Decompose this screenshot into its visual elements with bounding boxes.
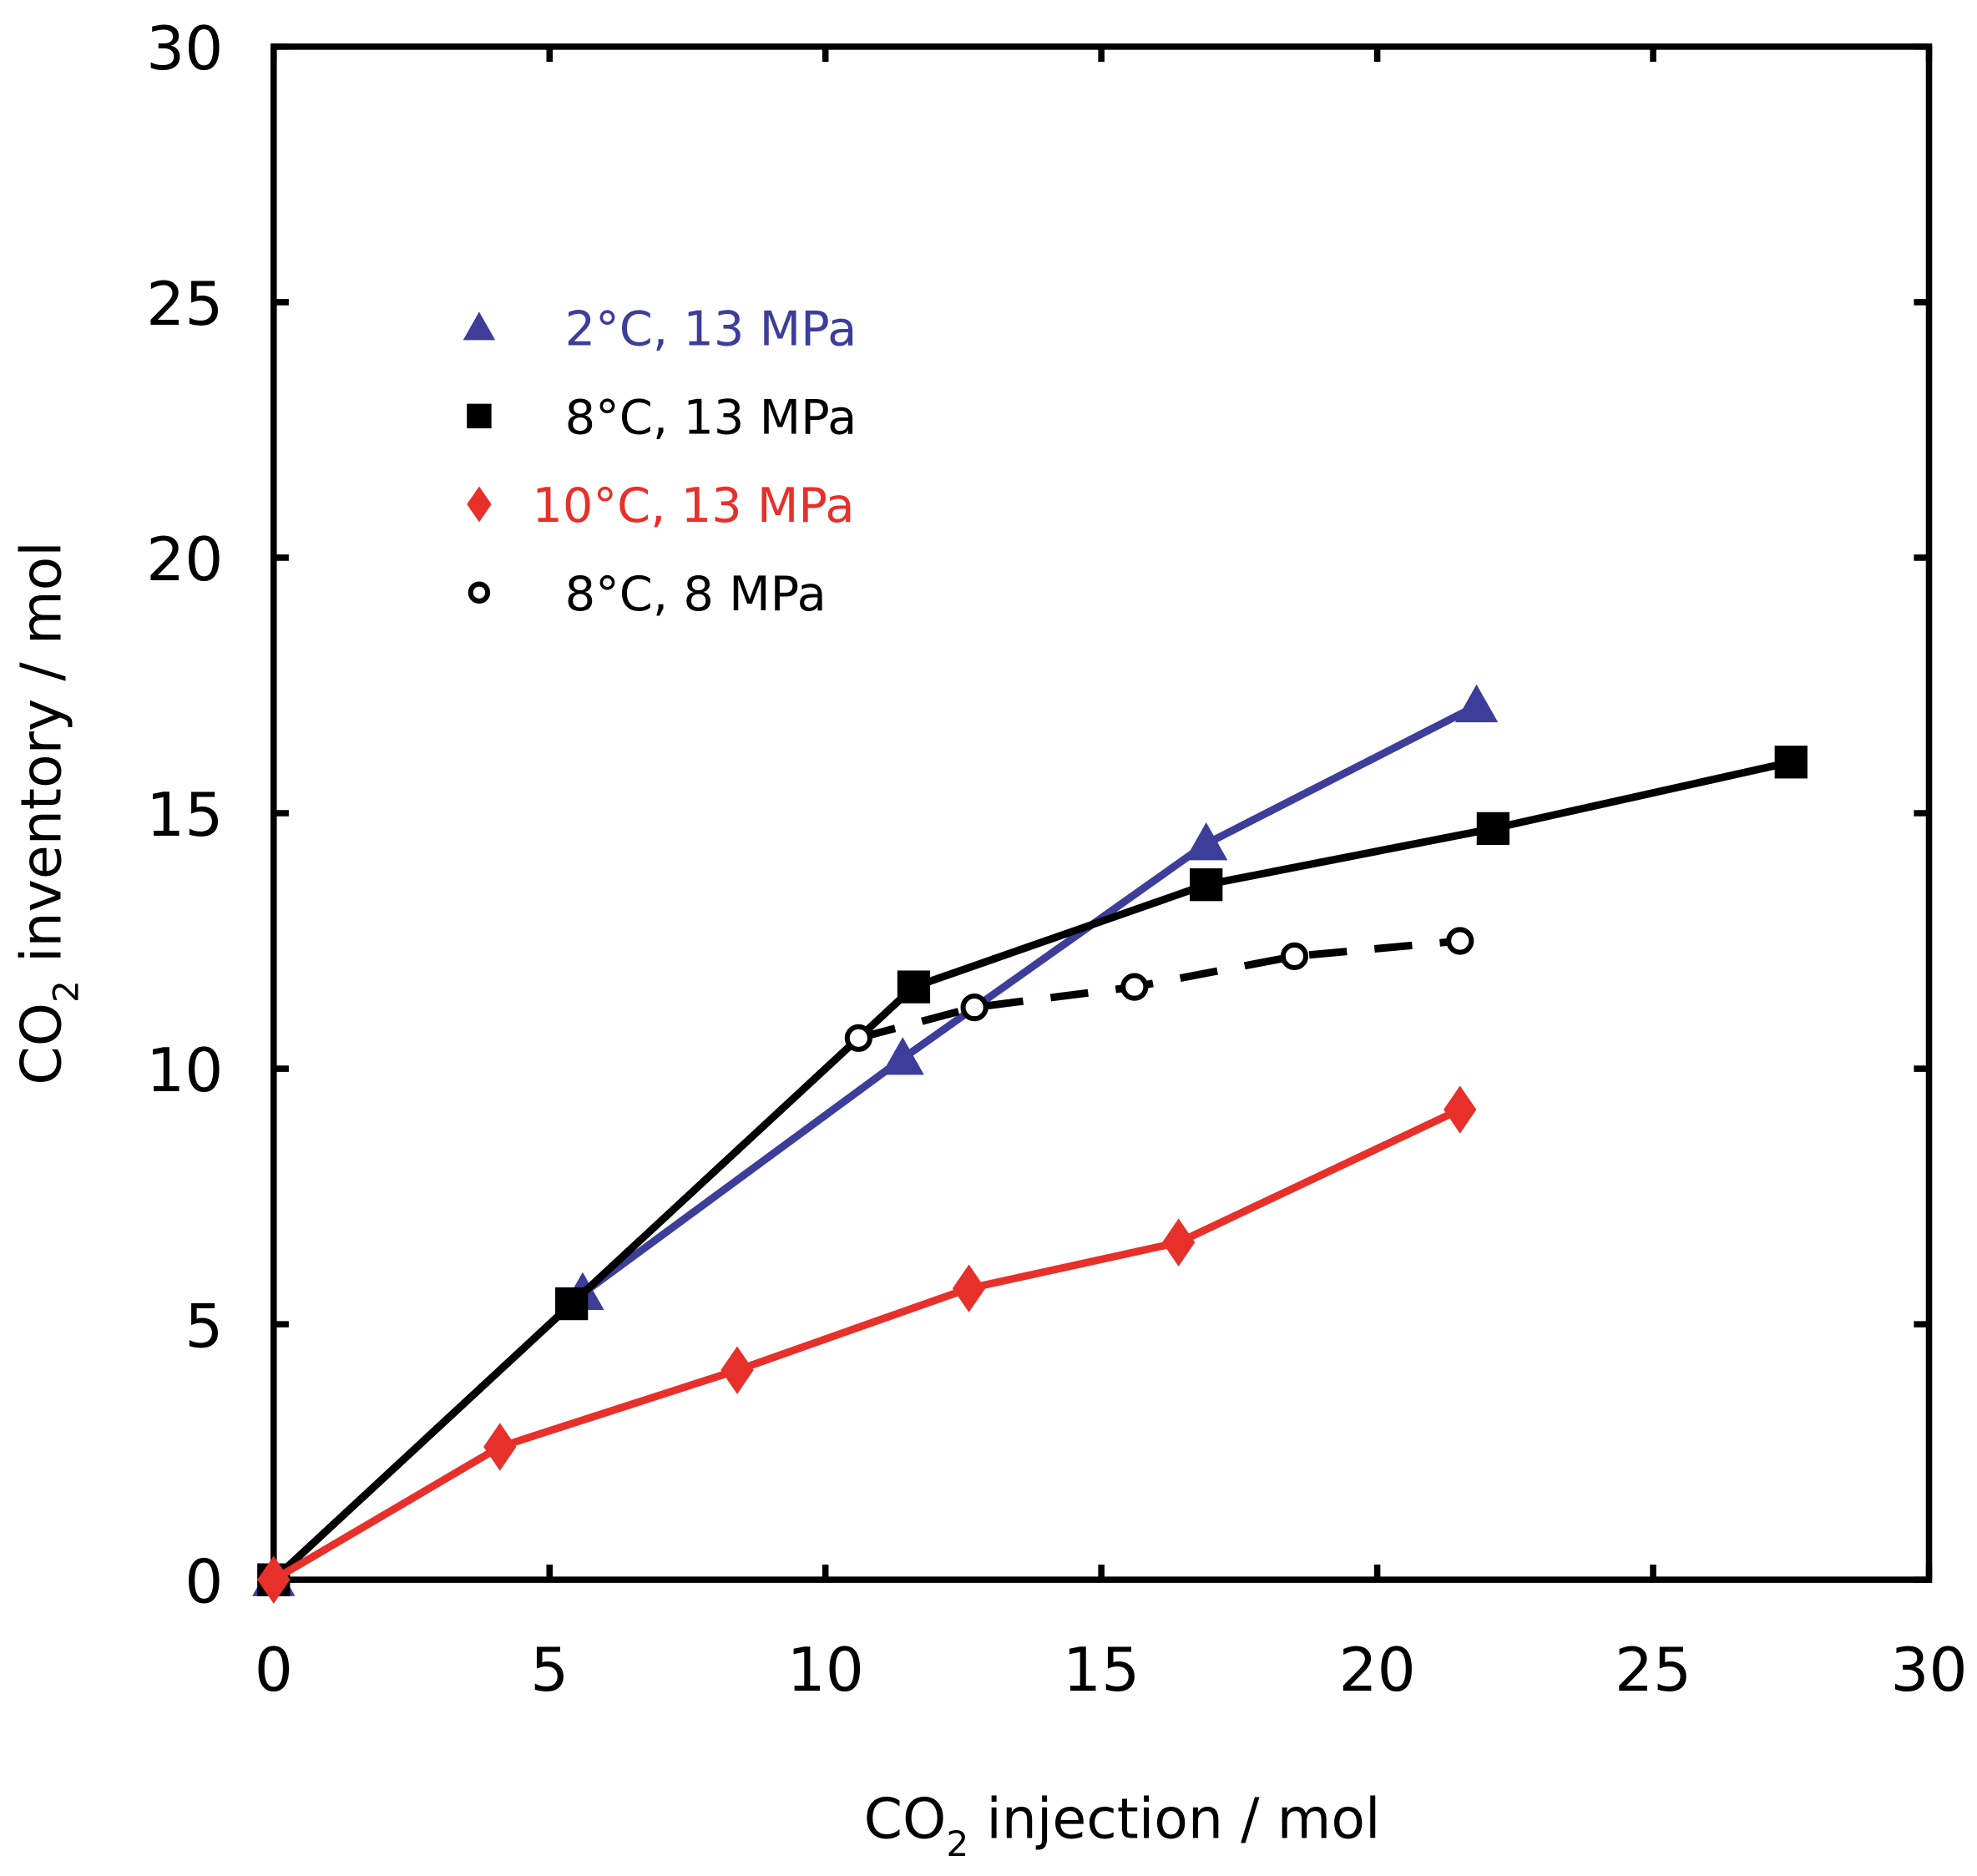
- x-label-rest: injection / mol: [968, 1787, 1380, 1852]
- series-line: [271, 1105, 1462, 1584]
- y-label-sub: 2: [46, 980, 87, 1003]
- legend-label: 8°C, 13 MPa: [565, 389, 857, 445]
- series-line: [271, 758, 1792, 1583]
- diamond-marker: [952, 1264, 986, 1312]
- y-tick-label: 25: [146, 270, 223, 340]
- y-axis-label: CO2 inventory / mol: [9, 541, 87, 1085]
- open-circle-marker: [960, 993, 988, 1022]
- y-tick-label: 0: [185, 1547, 223, 1617]
- diamond-marker: [1162, 1218, 1196, 1267]
- diamond-marker: [721, 1346, 754, 1394]
- series-0: [252, 684, 1499, 1596]
- square-marker: [1476, 812, 1510, 845]
- x-tick-label: 25: [1615, 1636, 1691, 1706]
- series-1: [257, 746, 1808, 1596]
- x-tick-label: 15: [1063, 1636, 1140, 1706]
- open-circle-marker: [1446, 927, 1474, 955]
- open-circle-marker: [844, 1024, 872, 1052]
- square-marker: [1190, 868, 1223, 902]
- triangle-marker: [463, 311, 496, 341]
- y-tick-label: 5: [185, 1292, 223, 1362]
- y-tick-label: 10: [146, 1036, 223, 1106]
- triangle-marker: [881, 1037, 924, 1075]
- x-tick-label: 30: [1890, 1636, 1967, 1706]
- y-tick-label: 20: [146, 525, 223, 595]
- x-tick-label: 0: [255, 1636, 293, 1706]
- square-marker: [1774, 746, 1808, 779]
- legend-label: 8°C, 8 MPa: [565, 566, 827, 622]
- diamond-marker: [1444, 1085, 1477, 1134]
- triangle-marker: [1185, 822, 1228, 861]
- y-tick-label: 15: [146, 781, 223, 851]
- series-line: [271, 702, 1479, 1583]
- open-circle-marker: [468, 581, 491, 604]
- y-tick-label: 30: [146, 14, 223, 84]
- x-tick-label: 10: [787, 1636, 864, 1706]
- legend-label: 10°C, 13 MPa: [532, 478, 854, 533]
- x-label-sub: 2: [946, 1823, 968, 1864]
- diamond-marker: [467, 486, 492, 523]
- series-3: [844, 927, 1474, 1052]
- x-axis-label: CO2 injection / mol: [864, 1787, 1381, 1864]
- square-marker: [467, 403, 492, 429]
- triangle-marker: [1454, 684, 1499, 723]
- square-marker: [555, 1287, 589, 1321]
- square-marker: [897, 970, 931, 1004]
- y-label-main: CO: [9, 1003, 74, 1085]
- y-label-rest: inventory / mol: [9, 541, 74, 980]
- series-2: [257, 1085, 1477, 1604]
- plot-area: 0 5 10 15 20 25 30 0 5 10 15 20 25 30 2°C, 13 MPa 8°C, …: [146, 14, 1967, 1706]
- open-circle-marker: [1120, 973, 1149, 1001]
- diamond-marker: [257, 1555, 291, 1604]
- x-label-main: CO: [864, 1787, 947, 1852]
- open-circle-marker: [1280, 942, 1309, 970]
- legend-label: 2°C, 13 MPa: [565, 301, 857, 357]
- x-tick-label: 20: [1338, 1636, 1415, 1706]
- x-tick-label: 5: [530, 1636, 569, 1706]
- diamond-marker: [483, 1423, 517, 1471]
- legend: 2°C, 13 MPa 8°C, 13 MPa 10°C, 13 MPa 8°C, 8…: [463, 301, 857, 622]
